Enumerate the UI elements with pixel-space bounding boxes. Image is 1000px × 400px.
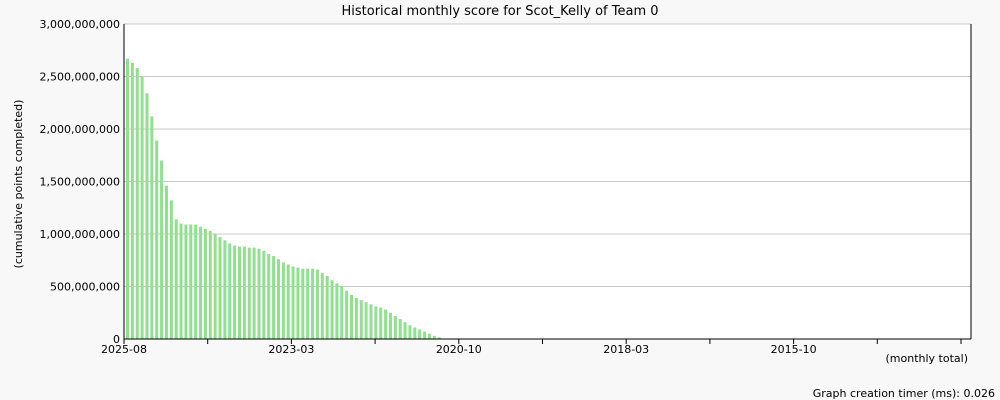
bar — [233, 245, 237, 339]
bar — [218, 237, 222, 339]
y-tick-label: 500,000,000 — [50, 281, 120, 294]
bar — [364, 302, 368, 339]
bar — [184, 224, 188, 339]
bar-group — [126, 58, 441, 340]
bar — [403, 322, 407, 339]
bar — [160, 160, 164, 339]
graph-timer-footer: Graph creation timer (ms): 0.026 — [813, 387, 995, 400]
y-axis-label: (cumulative points completed) — [12, 100, 25, 269]
y-tick-label: 3,000,000,000 — [40, 18, 120, 31]
bar — [126, 58, 129, 340]
bar — [291, 266, 295, 339]
bar — [140, 76, 144, 339]
bar — [286, 264, 290, 339]
bar — [427, 333, 431, 339]
bar — [437, 337, 441, 339]
bar — [320, 272, 324, 339]
bar — [272, 256, 276, 339]
bar — [238, 246, 242, 339]
bar — [296, 267, 300, 339]
bar — [199, 226, 203, 339]
bar — [164, 185, 168, 339]
bar — [194, 224, 198, 339]
x-axis-note: (monthly total) — [886, 352, 969, 365]
bar — [208, 230, 212, 339]
bar — [223, 240, 227, 339]
y-tick-label: 2,500,000,000 — [40, 71, 120, 84]
y-tick-label: 0 — [113, 333, 120, 346]
bar — [228, 243, 232, 339]
bar — [281, 262, 285, 339]
bar — [174, 219, 178, 339]
bar — [262, 250, 266, 339]
bar — [413, 327, 417, 339]
bar — [325, 276, 329, 339]
bar — [242, 246, 246, 339]
bar — [350, 294, 354, 339]
bar — [301, 268, 305, 339]
x-tick-label: 2023-03 — [268, 343, 314, 356]
x-tick-label: 2020-10 — [436, 343, 482, 356]
y-tick-label: 1,000,000,000 — [40, 228, 120, 241]
bar — [189, 224, 193, 339]
bar — [247, 247, 251, 339]
bar — [267, 253, 271, 339]
bar — [374, 306, 378, 339]
bar — [150, 116, 154, 340]
bar — [315, 269, 319, 339]
x-tick-label: 2025-08 — [101, 343, 147, 356]
axes — [123, 24, 972, 344]
bar — [330, 280, 334, 339]
bar — [398, 319, 402, 339]
bar — [354, 298, 358, 339]
bar — [257, 248, 261, 339]
bar — [379, 307, 383, 339]
bar — [135, 68, 139, 339]
bar — [130, 62, 134, 339]
y-tick-labels: 0 500,000,000 1,000,000,000 1,500,000,000 2,… — [40, 18, 120, 346]
x-tick-labels: 2025-08 2023-03 2020-10 2018-03 2015-10 — [101, 343, 817, 356]
y-tick-label: 1,500,000,000 — [40, 176, 120, 189]
bar — [335, 283, 339, 339]
bar — [340, 286, 344, 339]
bar — [388, 312, 392, 339]
bar — [345, 290, 349, 339]
bar — [369, 304, 373, 339]
bar — [306, 268, 310, 339]
bar — [276, 259, 280, 339]
bar — [393, 315, 397, 339]
bar — [359, 300, 363, 339]
bar — [169, 200, 173, 339]
bar — [145, 93, 149, 339]
bar — [408, 325, 412, 339]
y-tick-label: 2,000,000,000 — [40, 123, 120, 136]
bar — [423, 331, 427, 339]
bar — [311, 268, 315, 339]
x-tick-label: 2018-03 — [603, 343, 649, 356]
bar — [213, 234, 217, 339]
bar — [252, 247, 256, 339]
x-tick-label: 2015-10 — [771, 343, 817, 356]
bar — [384, 309, 388, 339]
chart-title: Historical monthly score for Scot_Kelly … — [341, 4, 658, 19]
bar — [155, 140, 159, 339]
bar — [179, 223, 183, 339]
bar — [203, 228, 207, 339]
bar — [432, 335, 436, 339]
bar — [418, 329, 422, 339]
